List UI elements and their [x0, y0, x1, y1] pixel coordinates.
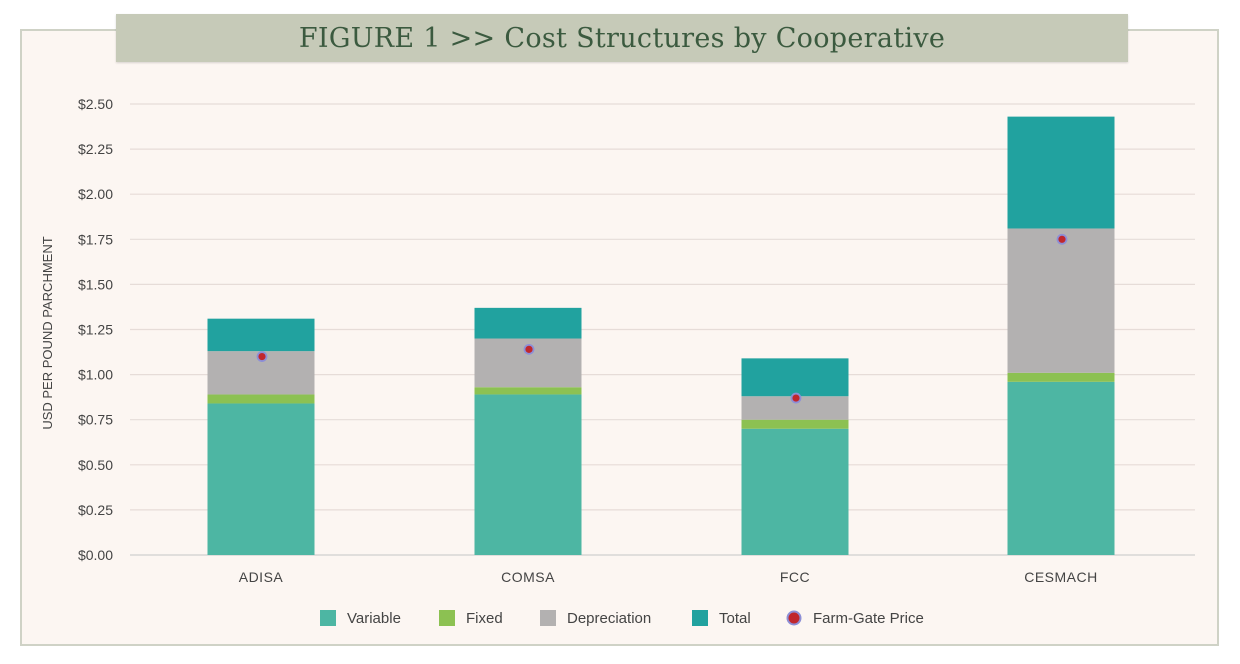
x-category-label: FCC	[780, 569, 810, 585]
legend-label: Variable	[347, 610, 401, 627]
legend-item-variable: Variable	[320, 610, 401, 627]
y-tick-label: $0.00	[78, 547, 113, 563]
farm-gate-price-marker-adisa	[256, 351, 268, 362]
y-axis-ticks: $0.00 $0.25 $0.50 $0.75 $1.00 $1.25 $1.50 $1.75…	[78, 96, 113, 563]
bar-total-comsa	[474, 307, 582, 339]
legend-swatch	[320, 610, 336, 626]
legend-item-depreciation: Depreciation	[540, 610, 651, 627]
legend-swatch	[692, 610, 708, 626]
bar-variable-cesmach	[1007, 381, 1115, 555]
legend-item-fixed: Fixed	[439, 610, 503, 627]
legend-label: Farm-Gate Price	[813, 610, 924, 627]
legend-label: Depreciation	[567, 610, 651, 627]
y-tick-label: $1.75	[78, 231, 113, 247]
y-axis-label: USD PER POUND PARCHMENT	[40, 236, 55, 429]
figure-title: FIGURE 1 >> Cost Structures by Cooperati…	[116, 14, 1128, 62]
x-category-label: CESMACH	[1024, 569, 1098, 585]
farm-gate-price-marker-comsa	[523, 343, 535, 355]
y-tick-label: $2.25	[78, 141, 113, 157]
y-tick-label: $0.75	[78, 412, 113, 428]
y-tick-label: $0.50	[78, 457, 113, 473]
bar-variable-comsa	[474, 394, 582, 555]
bar-variable-fcc	[741, 428, 849, 555]
legend-swatch	[786, 610, 802, 626]
bar-total-fcc	[741, 358, 849, 397]
legend-label: Fixed	[466, 610, 503, 627]
y-tick-label: $2.50	[78, 96, 113, 112]
bars	[207, 116, 1115, 555]
y-tick-label: $1.00	[78, 367, 113, 383]
bar-fixed-cesmach	[1007, 372, 1115, 382]
legend-item-total: Total	[692, 610, 751, 627]
bar-variable-adisa	[207, 403, 315, 555]
y-tick-label: $0.25	[78, 502, 113, 518]
bar-fixed-comsa	[474, 387, 582, 395]
legend-swatch	[439, 610, 455, 626]
bar-fixed-fcc	[741, 419, 849, 429]
farm-gate-price-marker-fcc	[790, 392, 802, 404]
x-category-label: COMSA	[501, 569, 555, 585]
x-category-label: ADISA	[239, 569, 284, 585]
y-tick-label: $2.00	[78, 186, 113, 202]
legend: Variable Fixed Depreciation Total Farm-Gate …	[320, 610, 924, 627]
legend-label: Total	[719, 610, 751, 627]
legend-swatch	[540, 610, 556, 626]
x-axis-categories: ADISA COMSA FCC CESMACH	[239, 569, 1098, 585]
y-tick-label: $1.50	[78, 276, 113, 292]
y-tick-label: $1.25	[78, 322, 113, 338]
bar-total-cesmach	[1007, 116, 1115, 229]
bar-fixed-adisa	[207, 394, 315, 404]
farm-gate-price-markers	[256, 233, 1068, 404]
bar-depreciation-fcc	[741, 396, 849, 420]
bar-total-adisa	[207, 318, 315, 352]
bar-depreciation-cesmach	[1007, 228, 1115, 373]
legend-item-farm-gate-price: Farm-Gate Price	[786, 610, 924, 627]
farm-gate-price-marker-cesmach	[1056, 233, 1068, 245]
